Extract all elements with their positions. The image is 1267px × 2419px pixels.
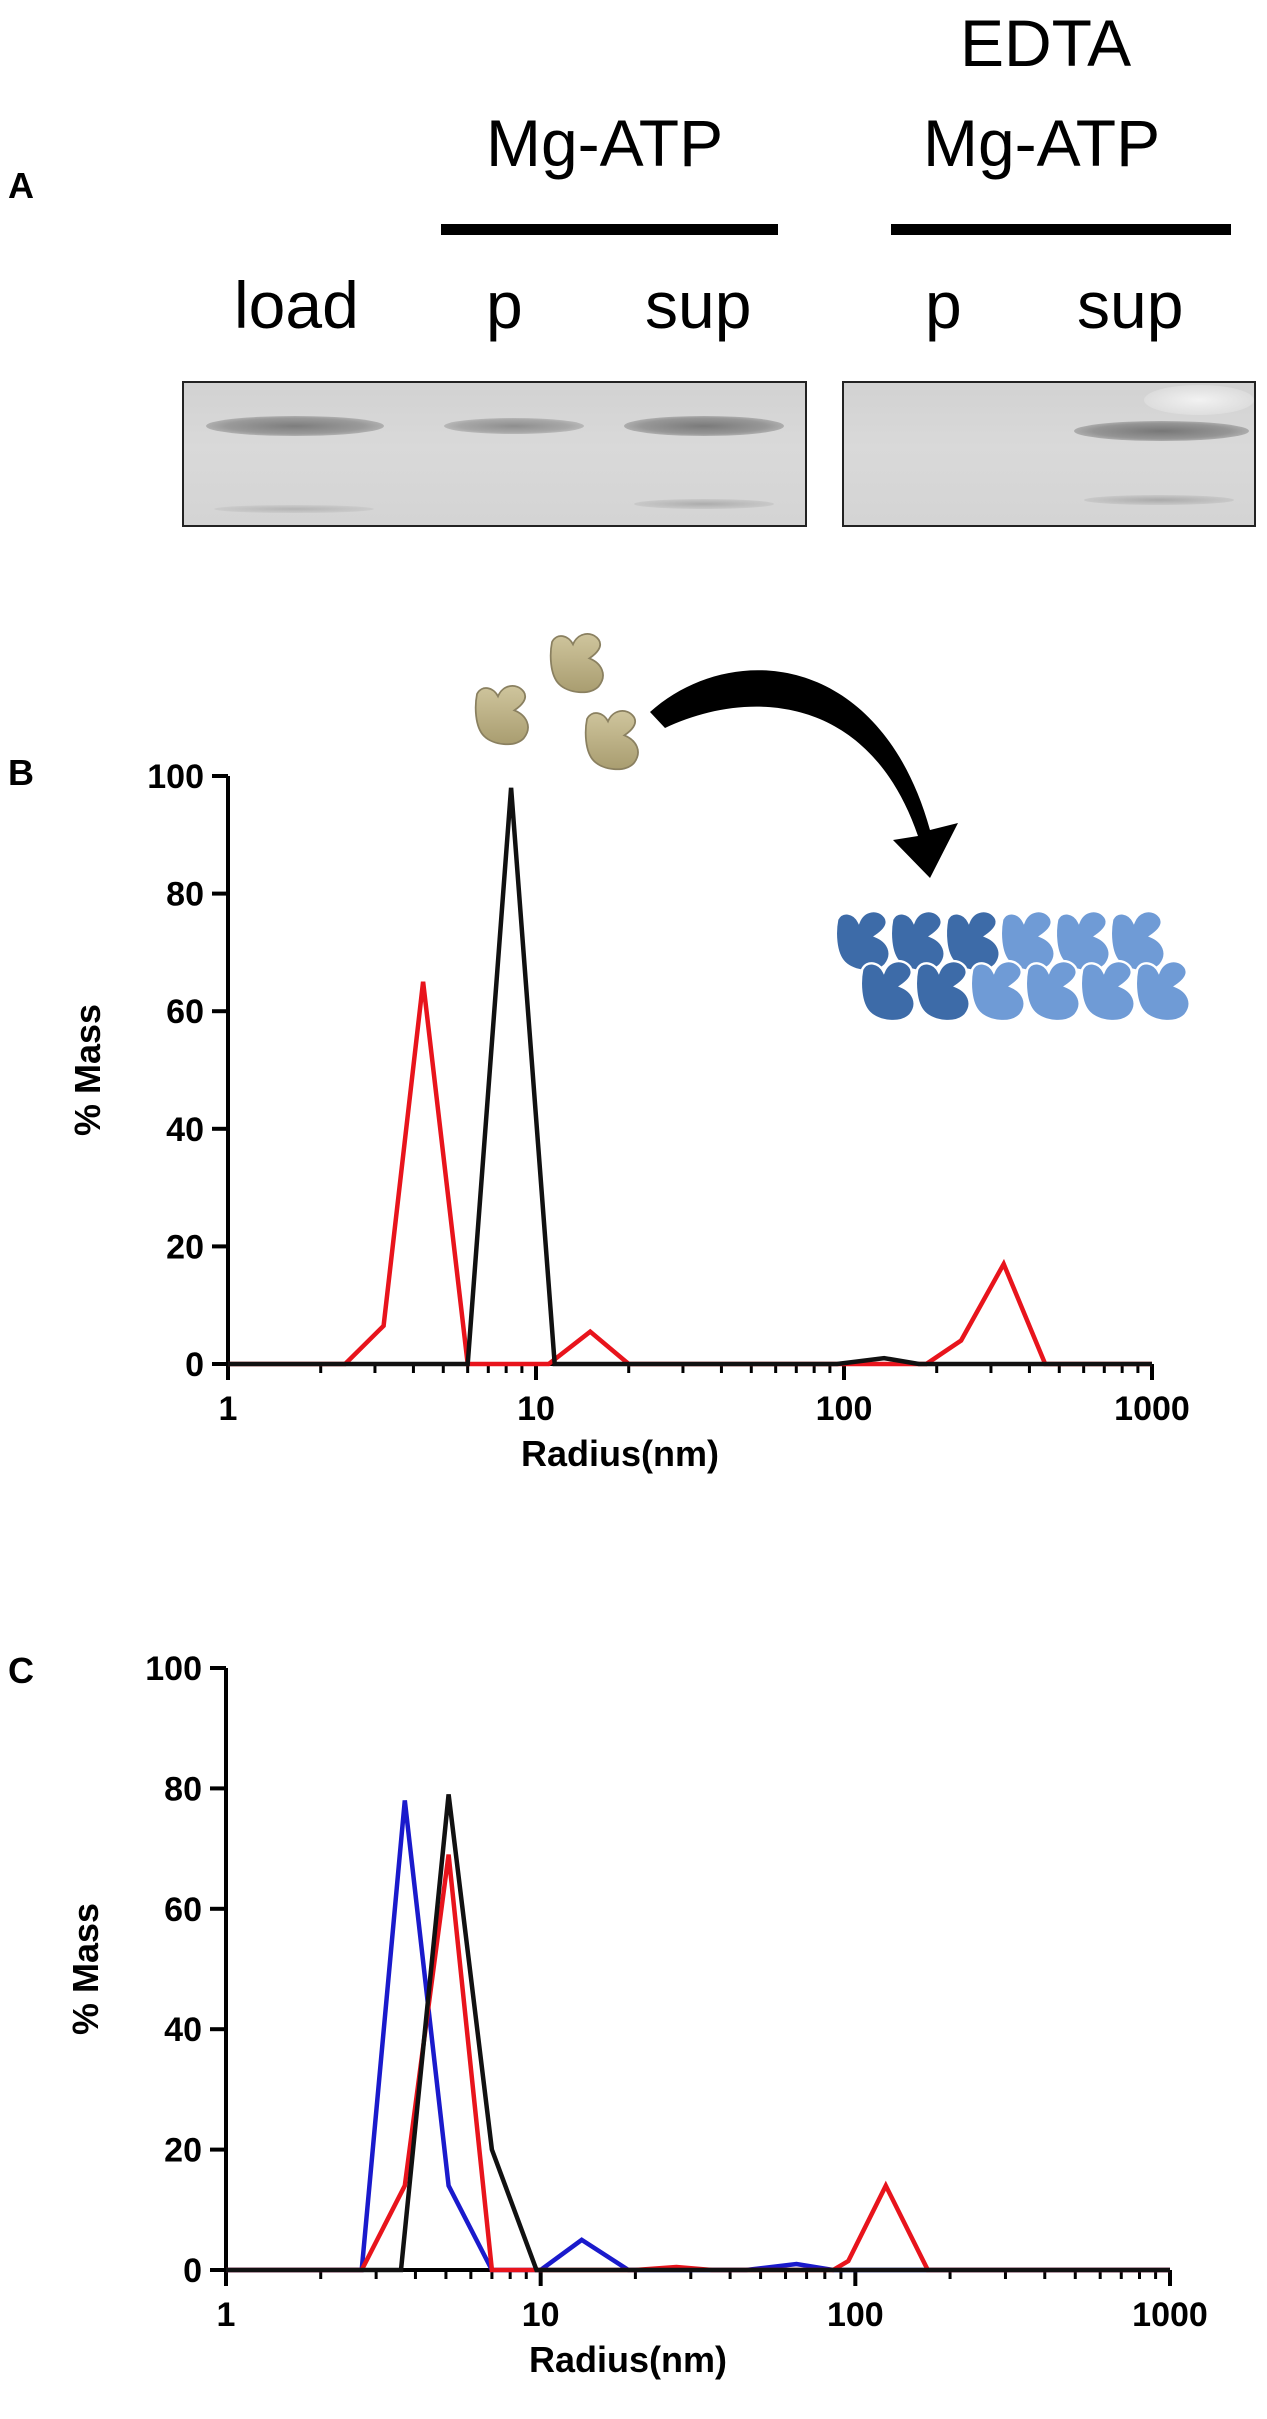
chart-b: B 0 20 40 60 80 100 1 10 100 1000 Radius(nm) % Mass bbox=[8, 633, 1191, 1474]
panel-c-letter: C bbox=[8, 1650, 34, 1691]
y-axis-label: % Mass bbox=[67, 1004, 108, 1136]
x-tick-label: 1 bbox=[219, 1390, 238, 1428]
series-line-1 bbox=[226, 1854, 1170, 2273]
y-tick-label: 80 bbox=[166, 876, 204, 914]
polymer-illustration bbox=[834, 909, 1191, 1023]
y-tick-label: 20 bbox=[166, 1228, 204, 1266]
x-tick-label: 1000 bbox=[1132, 2296, 1208, 2334]
group2-label-line1: EDTA bbox=[960, 6, 1132, 80]
lane-label-p1: p bbox=[486, 268, 523, 342]
series-line-1 bbox=[228, 787, 1152, 1367]
series-line-0 bbox=[228, 981, 1152, 1367]
series-line-2 bbox=[226, 1794, 1170, 2273]
x-axis-label: Radius(nm) bbox=[529, 2339, 727, 2380]
lane-label-load: load bbox=[234, 268, 359, 342]
group1-label: Mg-ATP bbox=[486, 106, 724, 180]
group2-bar bbox=[891, 224, 1231, 235]
monomer-illustration bbox=[474, 633, 639, 771]
x-tick-label: 1 bbox=[217, 2296, 236, 2334]
lane-label-sup2: sup bbox=[1077, 268, 1184, 342]
x-axis-label: Radius(nm) bbox=[521, 1433, 719, 1474]
x-tick-label: 10 bbox=[522, 2296, 560, 2334]
x-tick-label: 100 bbox=[816, 1390, 873, 1428]
y-tick-label: 20 bbox=[164, 2132, 202, 2170]
gel-image-right bbox=[842, 381, 1256, 527]
x-tick-label: 10 bbox=[517, 1390, 555, 1428]
y-tick-label: 0 bbox=[185, 1346, 204, 1384]
panel-a-letter: A bbox=[8, 165, 34, 206]
series-line-0 bbox=[226, 1800, 1170, 2273]
arrow-icon bbox=[650, 670, 958, 878]
x-tick-label: 100 bbox=[827, 2296, 884, 2334]
y-axis-label: % Mass bbox=[65, 1903, 106, 2035]
y-tick-label: 80 bbox=[164, 1770, 202, 1808]
gel-image-left bbox=[182, 381, 807, 527]
lane-label-p2: p bbox=[925, 268, 962, 342]
y-tick-label: 100 bbox=[147, 758, 204, 796]
y-tick-label: 100 bbox=[145, 1650, 202, 1688]
chart-c: C 0 20 40 60 80 100 1 10 100 1000 Radius(nm) % Mass bbox=[8, 1650, 1208, 2380]
y-tick-label: 0 bbox=[183, 2252, 202, 2290]
plot-area-b: 0 20 40 60 80 100 1 10 100 1000 Radius(nm) % Mass bbox=[67, 758, 1190, 1474]
group2-label-line2: Mg-ATP bbox=[923, 106, 1161, 180]
y-tick-label: 60 bbox=[164, 1891, 202, 1929]
y-tick-label: 40 bbox=[166, 1111, 204, 1149]
group1-bar bbox=[441, 224, 778, 235]
y-tick-label: 40 bbox=[164, 2011, 202, 2049]
plot-area-c: 0 20 40 60 80 100 1 10 100 1000 Radius(nm) % Mass bbox=[65, 1650, 1208, 2380]
panel-b-letter: B bbox=[8, 752, 34, 793]
x-tick-label: 1000 bbox=[1114, 1390, 1190, 1428]
y-tick-label: 60 bbox=[166, 993, 204, 1031]
lane-label-sup1: sup bbox=[645, 268, 752, 342]
